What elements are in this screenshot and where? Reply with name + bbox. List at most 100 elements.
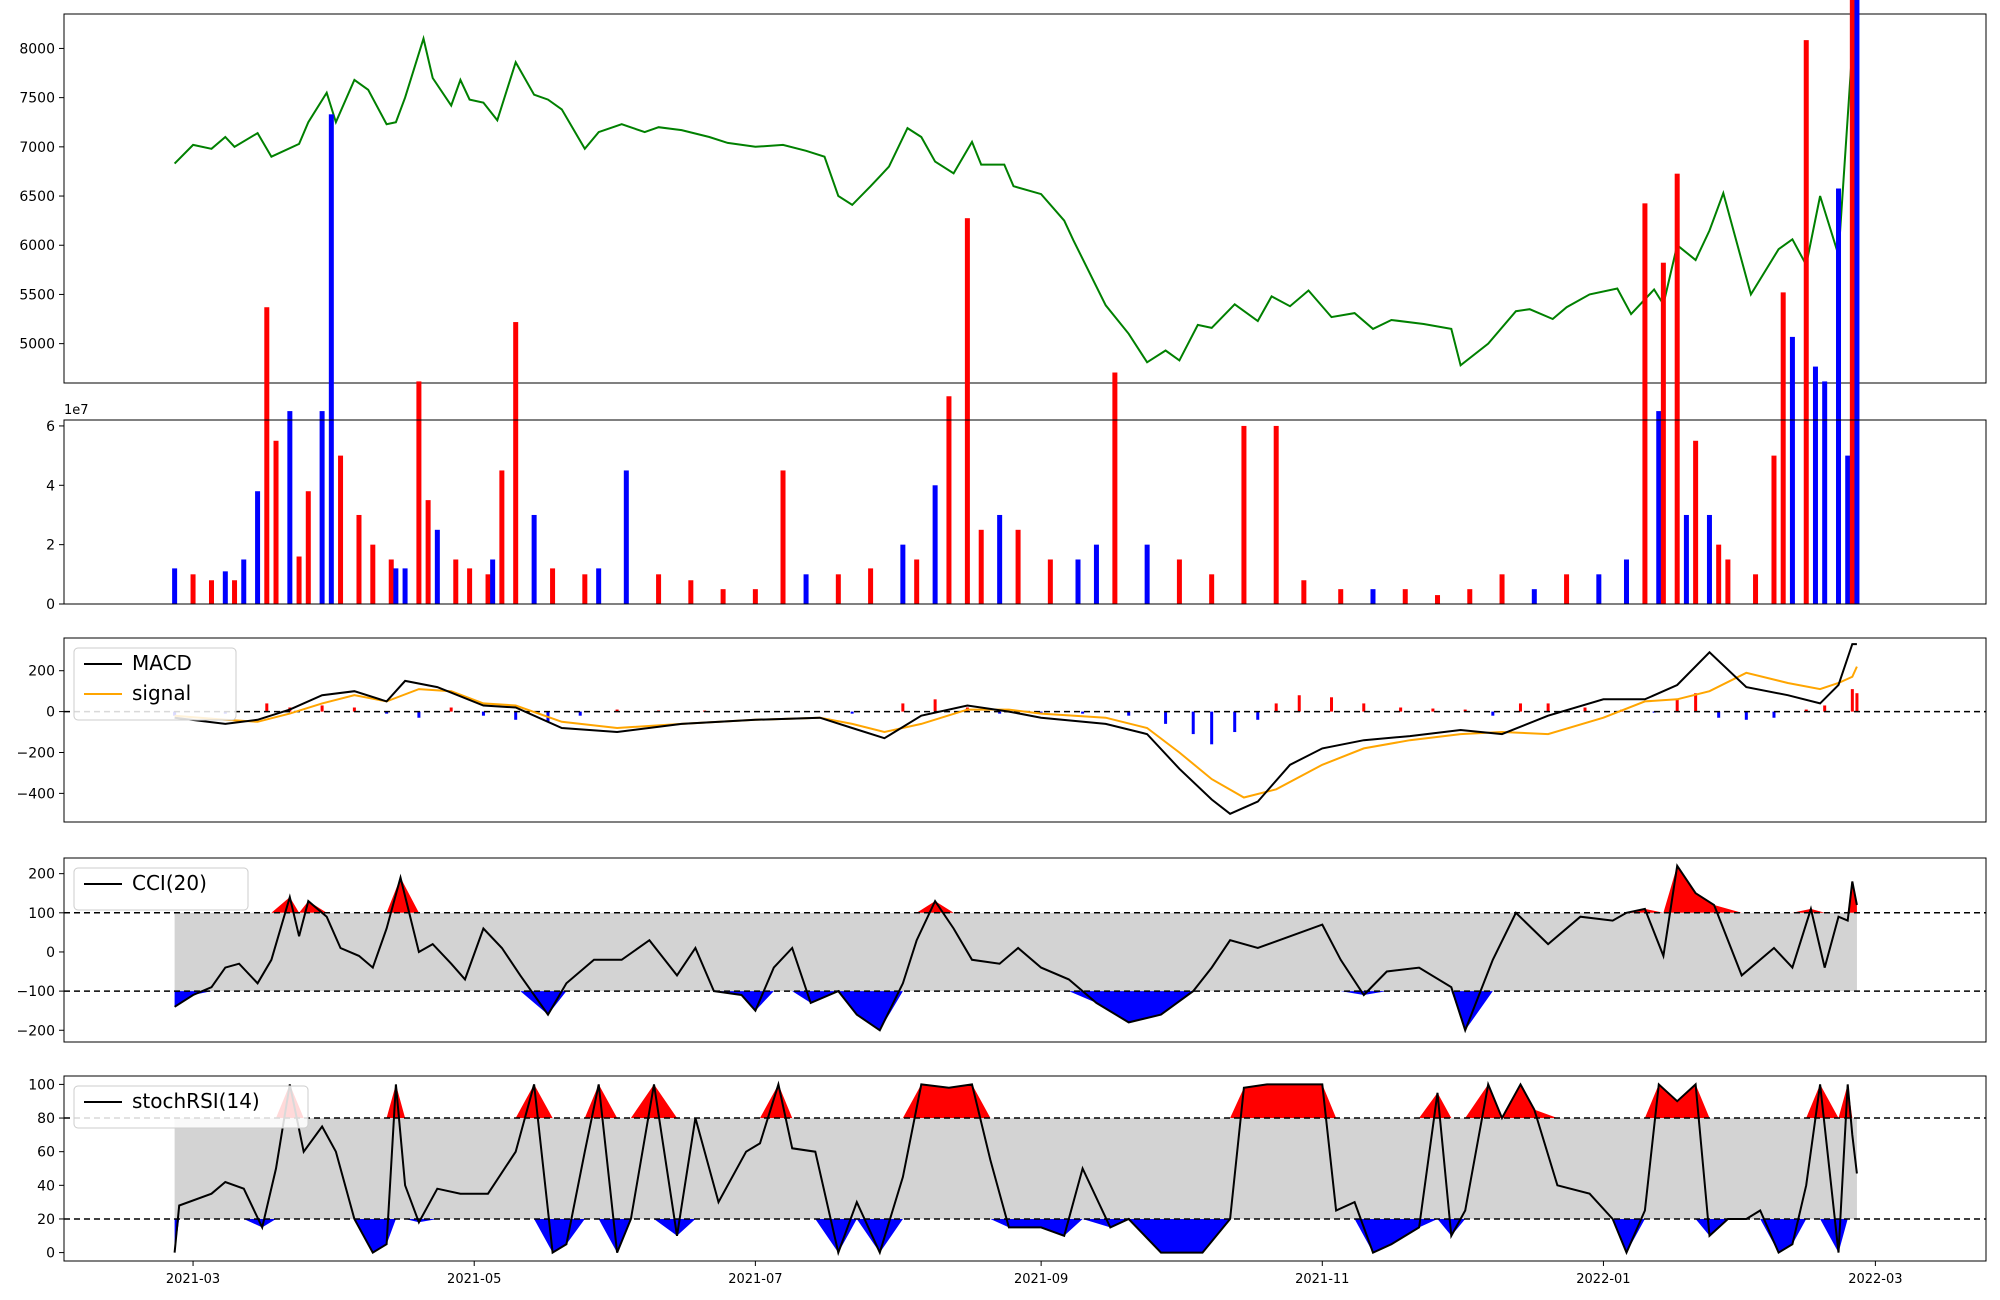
volume-bar xyxy=(425,500,431,604)
xtick-label: 2021-09 xyxy=(1014,1272,1068,1287)
macd-histogram-bar xyxy=(1744,711,1748,720)
macd-histogram-bar xyxy=(615,709,619,712)
volume-bar xyxy=(273,440,279,604)
cci-ytick-label: 0 xyxy=(46,945,55,961)
macd-histogram-bar xyxy=(1039,711,1043,713)
volume-bar xyxy=(1564,574,1570,604)
macd-histogram-bar xyxy=(1518,703,1522,712)
volume-bar xyxy=(513,322,519,604)
axes-frame xyxy=(63,1075,1987,1262)
cci-legend-label: CCI(20) xyxy=(132,871,207,895)
volume-bar xyxy=(208,580,214,604)
volume-bar xyxy=(1209,574,1215,604)
volume-bar xyxy=(1015,529,1021,604)
macd-histogram-bar xyxy=(1804,709,1808,712)
volume-bar xyxy=(1467,589,1473,604)
macd-histogram-bar xyxy=(1694,693,1698,712)
volume-bar xyxy=(1531,589,1537,604)
volume-ytick-label: 4 xyxy=(46,478,55,494)
volume-bar xyxy=(287,411,293,604)
price-panel: 5000 5500 6000 6500 7000 7500 8000 xyxy=(19,13,1987,384)
macd-histogram-bar xyxy=(1127,711,1131,716)
macd-histogram-bar xyxy=(352,707,356,712)
macd-histogram-bar xyxy=(1297,695,1301,712)
stochrsi-ytick-label: 20 xyxy=(37,1212,55,1228)
macd-legend-label: signal xyxy=(132,681,191,705)
macd-legend-label: MACD xyxy=(132,651,192,675)
volume-bar xyxy=(1849,0,1855,604)
macd-histogram-bar xyxy=(1850,689,1854,712)
stochrsi-ytick-label: 40 xyxy=(37,1178,55,1194)
macd-legend-box xyxy=(73,647,237,721)
volume-bar xyxy=(1812,366,1818,604)
stochrsi-oversold-fill xyxy=(174,1218,1857,1253)
volume-bar xyxy=(1176,559,1182,604)
volume-bar xyxy=(1642,203,1648,604)
macd-histogram-bar xyxy=(998,711,1002,714)
volume-ytick-label: 2 xyxy=(46,538,55,554)
macd-ytick-label: 200 xyxy=(28,664,55,680)
stochrsi-ytick-label: 60 xyxy=(37,1145,55,1161)
volume-bar xyxy=(485,574,491,604)
cci-neutral-band xyxy=(174,912,1857,992)
volume-bar xyxy=(222,571,228,604)
macd-histogram-bar xyxy=(1823,705,1827,712)
macd-histogram-bar xyxy=(265,703,269,712)
xtick-label: 2021-07 xyxy=(728,1272,782,1287)
macd-histogram-bar xyxy=(481,711,485,716)
macd-histogram-bar xyxy=(417,711,421,718)
stochrsi-overbought-fill xyxy=(174,1084,1857,1119)
cci-ytick-label: 100 xyxy=(28,906,55,922)
volume-bar xyxy=(582,574,588,604)
volume-bar xyxy=(688,580,694,604)
macd-ytick-label: −400 xyxy=(17,786,55,802)
volume-bar xyxy=(1836,188,1842,605)
volume-bar xyxy=(1716,544,1722,604)
volume-bar xyxy=(1845,455,1851,604)
volume-bar xyxy=(1370,589,1376,604)
price-ytick-label: 5000 xyxy=(19,337,55,353)
price-ytick-label: 6500 xyxy=(19,189,55,205)
volume-bar xyxy=(190,574,196,604)
volume-panel: 1e7 0 2 4 6 xyxy=(46,0,1987,613)
price-ytick-label: 7500 xyxy=(19,91,55,107)
xtick-label: 2022-01 xyxy=(1576,1272,1630,1287)
volume-bar xyxy=(1683,514,1689,604)
volume-bar xyxy=(1771,455,1777,604)
cci-line xyxy=(174,863,1858,1034)
volume-bar xyxy=(1623,559,1629,604)
volume-bar xyxy=(1596,574,1602,604)
macd-histogram-bar xyxy=(1431,708,1435,712)
volume-bar xyxy=(453,559,459,604)
macd-histogram-bar xyxy=(385,711,389,714)
volume-bar xyxy=(932,485,938,604)
volume-bar xyxy=(1660,262,1666,604)
volume-ytick-label: 0 xyxy=(46,597,55,613)
volume-bar xyxy=(835,574,841,604)
volume-bar xyxy=(1241,425,1247,604)
macd-histogram-bar xyxy=(1274,703,1278,712)
macd-histogram-bar xyxy=(1772,711,1776,718)
stochrsi-ytick-label: 0 xyxy=(46,1246,55,1262)
volume-bar xyxy=(1706,514,1712,604)
volume-bar xyxy=(388,559,394,604)
macd-histogram-bar xyxy=(933,699,937,712)
volume-bar xyxy=(1854,0,1860,604)
volume-bar xyxy=(1725,559,1731,604)
volume-bar xyxy=(172,568,178,604)
volume-bar xyxy=(490,559,496,604)
macd-histogram-bar xyxy=(1233,711,1237,733)
macd-histogram-bar xyxy=(1399,707,1403,712)
volume-bar xyxy=(499,470,505,604)
volume-bar xyxy=(1075,559,1081,604)
volume-bar xyxy=(752,589,758,604)
price-ytick-label: 6000 xyxy=(19,238,55,254)
volume-bar xyxy=(900,544,906,604)
volume-bar xyxy=(550,568,556,604)
volume-bar xyxy=(434,529,440,604)
xtick-label: 2021-11 xyxy=(1295,1272,1349,1287)
macd-histogram-bar xyxy=(1675,699,1679,712)
macd-histogram-bar xyxy=(1491,711,1495,716)
volume-bar xyxy=(264,307,270,604)
